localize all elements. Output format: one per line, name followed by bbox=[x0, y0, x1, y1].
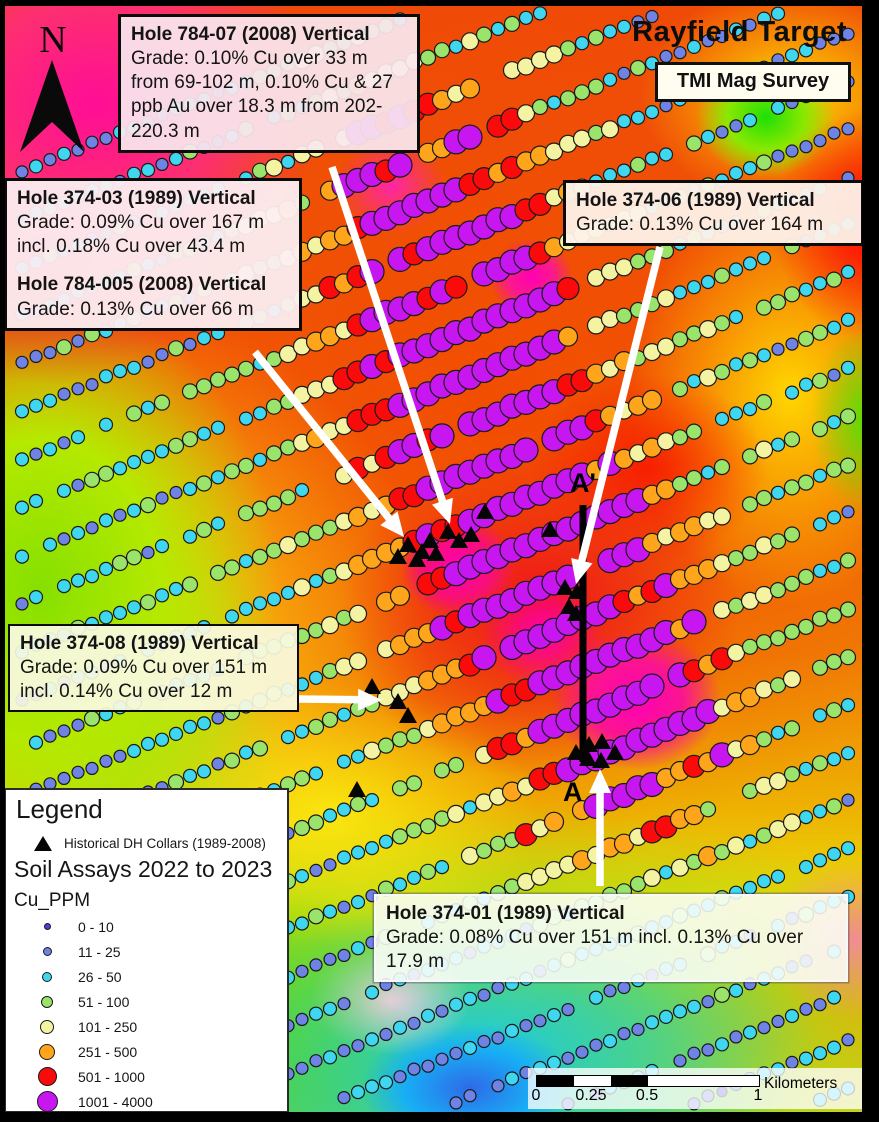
annotation-body: Grade: 0.09% Cu over 151 m incl. 0.14% C… bbox=[20, 657, 268, 703]
map-frame-right bbox=[862, 0, 879, 1122]
legend-class-dot-icon bbox=[37, 1067, 57, 1086]
legend-class-range: 51 - 100 bbox=[78, 993, 130, 1010]
legend-class-row: 0 - 10 bbox=[6, 914, 287, 939]
scalebar-seg bbox=[574, 1076, 612, 1086]
annotation-hole-374-01: Hole 374-01 (1989) Vertical Grade: 0.08%… bbox=[374, 894, 848, 983]
legend-heading: Legend bbox=[16, 794, 103, 824]
scalebar-seg bbox=[537, 1076, 575, 1086]
page-title: Rayfield Target bbox=[632, 16, 847, 48]
drillhole-collar-triangles bbox=[348, 503, 624, 797]
annotation-hole-784-07: Hole 784-07 (2008) Vertical Grade: 0.10%… bbox=[118, 14, 420, 153]
legend-class-range: 251 - 500 bbox=[78, 1043, 138, 1060]
scalebar-bar bbox=[536, 1075, 760, 1087]
scalebar-tick: 0.25 bbox=[575, 1087, 607, 1104]
legend-class-range: 501 - 1000 bbox=[78, 1068, 145, 1085]
annotation-hole-374-06: Hole 374-06 (1989) Vertical Grade: 0.13%… bbox=[563, 180, 864, 247]
legend-class-range: 1001 - 4000 bbox=[78, 1093, 153, 1110]
legend-collars-label: Historical DH Collars (1989-2008) bbox=[64, 836, 266, 851]
legend-class-row: 1001 - 4000 bbox=[6, 1089, 287, 1114]
north-letter: N bbox=[39, 19, 67, 61]
annotation-title: Hole 374-03 (1989) Vertical bbox=[17, 188, 256, 209]
legend-class-dot-icon bbox=[36, 1091, 58, 1112]
annotation-body: Grade: 0.10% Cu over 33 m from 69-102 m,… bbox=[131, 48, 393, 142]
spacer bbox=[17, 259, 289, 273]
scalebar-tick: 1 bbox=[753, 1087, 763, 1104]
map-frame-top bbox=[0, 0, 879, 6]
scalebar-tick: 0 bbox=[531, 1087, 541, 1104]
legend-class-row: 501 - 1000 bbox=[6, 1064, 287, 1089]
legend-class-row: 101 - 250 bbox=[6, 1014, 287, 1039]
annotation-title: Hole 784-005 (2008) Vertical bbox=[17, 274, 267, 296]
scalebar-seg bbox=[611, 1076, 648, 1086]
scalebar-unit: Kilometers bbox=[764, 1075, 838, 1092]
legend-panel: Legend Historical DH Collars (1989-2008)… bbox=[4, 788, 289, 1113]
legend-class-dot-icon bbox=[42, 947, 52, 956]
annotation-title: Hole 374-08 (1989) Vertical bbox=[20, 633, 259, 654]
legend-class-range: 101 - 250 bbox=[78, 1018, 138, 1035]
legend-class-dot-icon bbox=[42, 971, 52, 982]
legend-class-row: 51 - 100 bbox=[6, 989, 287, 1014]
legend-class-range: 11 - 25 bbox=[78, 943, 121, 960]
annotation-hole-374-08: Hole 374-08 (1989) Vertical Grade: 0.09%… bbox=[8, 624, 299, 713]
section-label-a-prime: A' bbox=[570, 468, 596, 498]
annotation-body: Grade: 0.13% Cu over 66 m bbox=[17, 298, 254, 320]
annotation-title: Hole 374-01 (1989) Vertical bbox=[386, 903, 625, 924]
legend-class-row: 251 - 500 bbox=[6, 1039, 287, 1064]
legend-class-dot-icon bbox=[39, 1043, 55, 1060]
annotation-title: Hole 374-06 (1989) Vertical bbox=[576, 190, 815, 211]
legend-class-range: 26 - 50 bbox=[78, 968, 122, 985]
map-frame-left bbox=[0, 0, 5, 1122]
annotation-body: Grade: 0.13% Cu over 164 m bbox=[576, 214, 824, 236]
scalebar-panel: 0 0.25 0.5 1 Kilometers bbox=[528, 1068, 862, 1109]
legend-soil-heading: Soil Assays 2022 to 2023 bbox=[14, 856, 273, 882]
annotation-arrows bbox=[252, 165, 664, 886]
scalebar-seg bbox=[647, 1076, 759, 1086]
annotation-body: Grade: 0.08% Cu over 151 m incl. 0.13% C… bbox=[386, 927, 804, 973]
annotation-body: Grade: 0.09% Cu over 167 m incl. 0.18% C… bbox=[17, 212, 265, 258]
legend-class-dot-icon bbox=[41, 995, 53, 1008]
north-arrow-icon bbox=[20, 60, 84, 152]
legend-class-dot-icon bbox=[43, 923, 51, 930]
legend-class-row: 11 - 25 bbox=[6, 939, 287, 964]
scalebar-tick: 0.5 bbox=[635, 1087, 659, 1104]
legend-collars-row: Historical DH Collars (1989-2008) bbox=[34, 836, 266, 851]
legend-field-label: Cu_PPM bbox=[14, 890, 91, 911]
legend-class-range: 0 - 10 bbox=[78, 918, 114, 935]
legend-class-dot-icon bbox=[40, 1019, 54, 1034]
north-indicator: N bbox=[18, 18, 88, 158]
legend-class-list: 0 - 10 11 - 25 26 - 50 51 - 100 101 - 250 251… bbox=[6, 914, 287, 1114]
section-label-a: A bbox=[563, 777, 583, 807]
annotation-hole-374-03-784-005: Hole 374-03 (1989) Vertical Grade: 0.09%… bbox=[4, 178, 302, 331]
annotation-title: Hole 784-07 (2008) Vertical bbox=[131, 24, 370, 45]
collar-triangle-icon bbox=[34, 836, 52, 851]
legend-class-row: 26 - 50 bbox=[6, 964, 287, 989]
survey-type-badge: TMI Mag Survey bbox=[655, 62, 851, 102]
map-frame-bottom bbox=[0, 1112, 879, 1122]
